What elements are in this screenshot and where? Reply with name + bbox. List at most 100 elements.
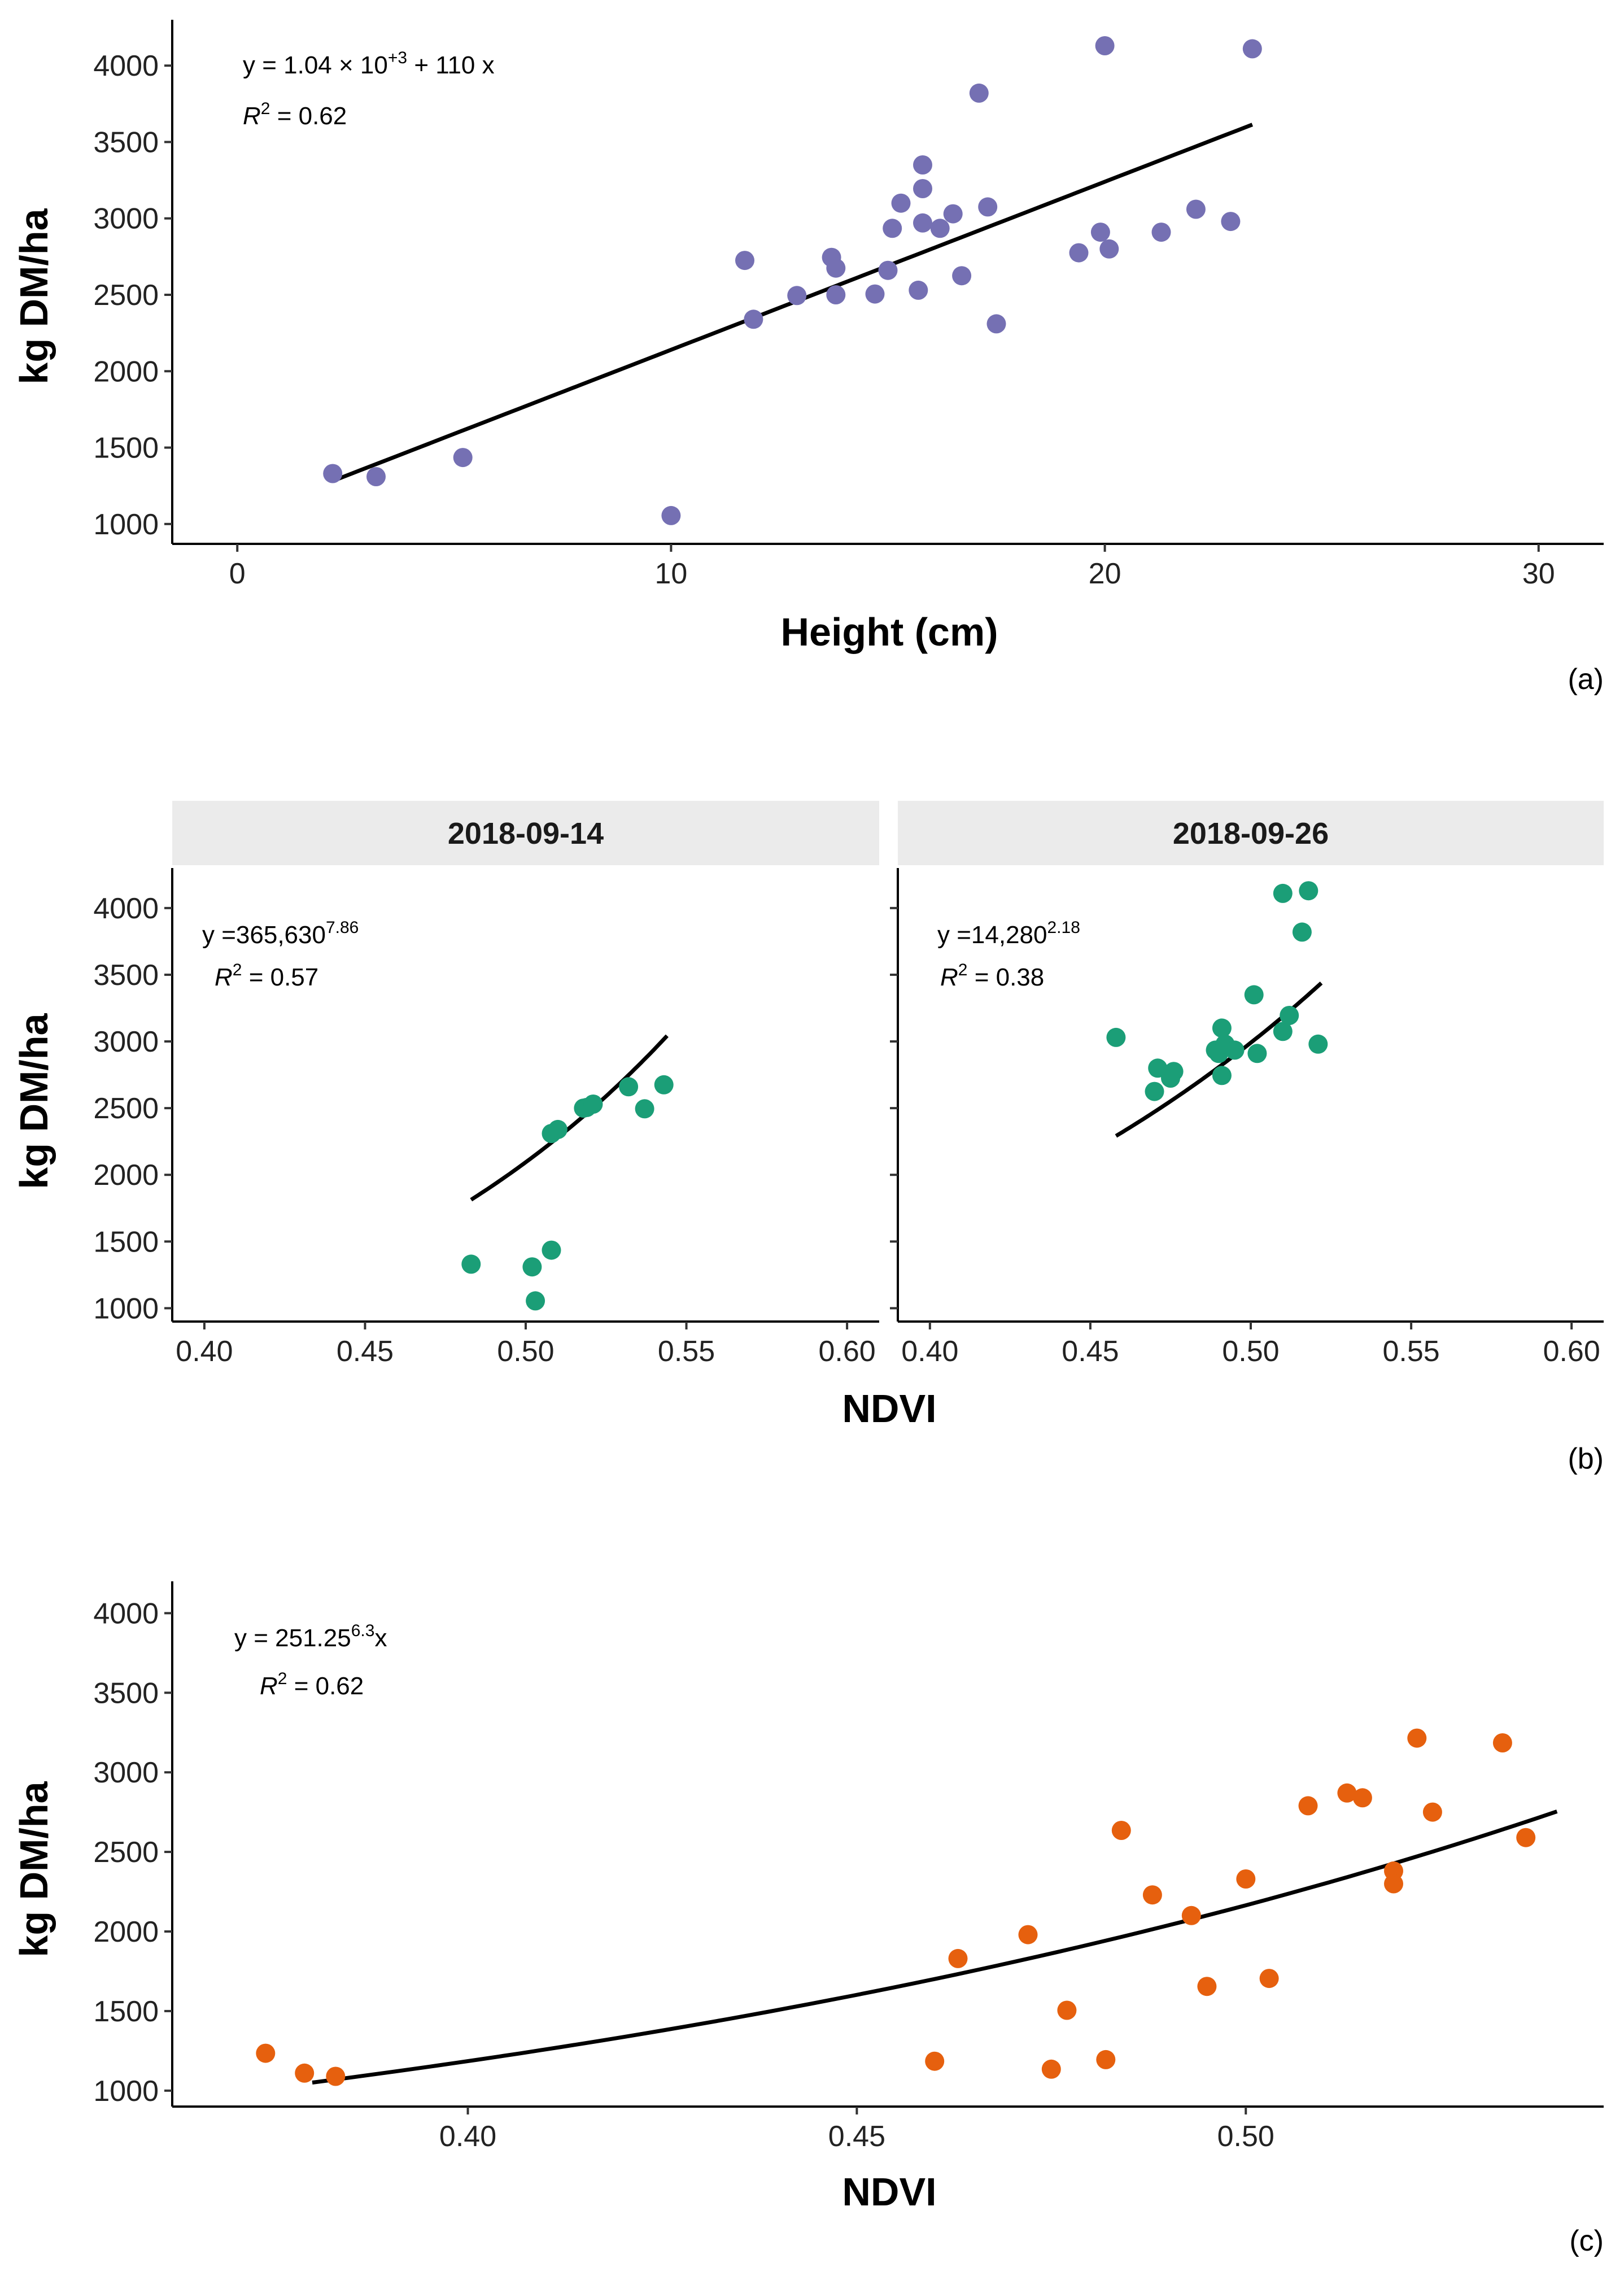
- data-point: [1352, 1788, 1372, 1808]
- panel-tag: (c): [1569, 2225, 1604, 2257]
- data-point: [1148, 1058, 1168, 1078]
- data-point: [323, 464, 343, 483]
- data-point: [1308, 1034, 1328, 1054]
- x-tick-label: 20: [1089, 557, 1121, 590]
- data-point: [1259, 1969, 1279, 1989]
- x-axis-title: NDVI: [842, 1386, 936, 1431]
- data-point: [1337, 1783, 1357, 1803]
- r2-value: = 0.62: [270, 102, 347, 130]
- facet-1-1: 2018-09-260.40 0.45 0.50 0.55 0.60y =14,2802…: [890, 801, 1604, 1368]
- r-squared: R2 = 0.57: [215, 961, 318, 991]
- x-tick-label: 0.40: [176, 1335, 233, 1368]
- data-point: [1516, 1828, 1536, 1847]
- y-tick-label: 3500: [93, 1677, 159, 1710]
- data-point: [635, 1099, 654, 1119]
- data-point: [326, 2066, 346, 2086]
- y-tick-label: 4000: [93, 1597, 159, 1630]
- data-point: [1384, 1874, 1403, 1894]
- data-point: [366, 467, 386, 486]
- data-point: [1492, 1733, 1512, 1752]
- data-point: [1181, 1906, 1201, 1925]
- data-point: [1244, 985, 1264, 1005]
- data-point: [787, 286, 807, 306]
- r2-exponent: 2: [233, 961, 242, 979]
- fit-equation: y = 1.04 × 10+3 + 110 x: [243, 49, 495, 79]
- data-point: [878, 260, 898, 280]
- y-tick-label: 1000: [93, 1292, 159, 1325]
- facet-2-0: 1000 1500 2000 2500 3000 3500 4000 0.40 0.45 0.50…: [93, 1581, 1604, 2153]
- data-point: [891, 193, 911, 213]
- data-point: [256, 2043, 276, 2063]
- data-point: [913, 179, 932, 198]
- data-point: [1041, 2059, 1061, 2079]
- fit-equation: y = 251.256.3x: [234, 1621, 387, 1652]
- data-point: [1292, 922, 1312, 942]
- data-point: [978, 197, 998, 217]
- x-tick-label: 0.55: [658, 1335, 715, 1368]
- x-tick-label: 0.60: [1543, 1335, 1600, 1368]
- fit-line: [470, 1034, 669, 1202]
- y-tick-label: 3500: [93, 126, 159, 159]
- data-point: [461, 1254, 481, 1274]
- equation-exponent: 7.86: [326, 918, 359, 937]
- y-tick-label: 2000: [93, 355, 159, 388]
- facet-1-0: 2018-09-14 1000 1500 2000 2500 3000 3500 4000 0.…: [93, 801, 879, 1368]
- r2-value: = 0.62: [287, 1672, 364, 1700]
- data-point: [1280, 1006, 1299, 1025]
- r2-symbol: R: [243, 102, 261, 130]
- data-point: [453, 448, 473, 468]
- y-tick-label: 2000: [93, 1916, 159, 1948]
- data-point: [1142, 1885, 1162, 1905]
- panel-tag: (b): [1568, 1442, 1604, 1475]
- x-tick-label: 0.45: [337, 1335, 394, 1368]
- data-point: [925, 2051, 945, 2071]
- y-tick-label: 4000: [93, 50, 159, 82]
- y-tick-label: 1000: [93, 2075, 159, 2108]
- data-point: [1273, 1022, 1293, 1041]
- data-point: [883, 219, 902, 238]
- y-axis-title: kg DM/ha: [12, 1781, 56, 1957]
- data-point: [1018, 1925, 1038, 1944]
- x-tick-label: 0.45: [1062, 1335, 1119, 1368]
- data-point: [909, 280, 928, 300]
- data-point: [1212, 1066, 1232, 1085]
- x-tick-label: 0.50: [1222, 1335, 1279, 1368]
- data-point: [661, 505, 681, 525]
- y-tick-label: 3000: [93, 1756, 159, 1789]
- data-point: [1095, 36, 1115, 55]
- data-point: [1407, 1728, 1427, 1748]
- y-tick-label: 3000: [93, 1026, 159, 1058]
- data-point: [1225, 1040, 1245, 1060]
- data-point: [969, 83, 989, 103]
- data-point: [295, 2063, 315, 2083]
- y-tick-label: 2500: [93, 1092, 159, 1125]
- panel-tag: (a): [1568, 663, 1604, 696]
- facet-strip-bg: [172, 801, 879, 865]
- x-tick-label: 0.55: [1382, 1335, 1439, 1368]
- fit-line: [312, 1810, 1558, 2085]
- data-point: [1221, 212, 1241, 232]
- data-point: [1236, 1869, 1256, 1889]
- facet-0-0: 1000 1500 2000 2500 3000 3500 4000 0 10 20 30 y = 1…: [93, 20, 1604, 590]
- data-point: [542, 1240, 561, 1260]
- equation-suffix: + 110 x: [407, 51, 495, 79]
- x-tick-label: 0.45: [828, 2120, 885, 2153]
- equation-exponent: 6.3: [351, 1621, 375, 1640]
- y-axis-title: kg DM/ha: [12, 1013, 56, 1189]
- r2-symbol: R: [215, 963, 233, 991]
- data-point: [1111, 1821, 1131, 1840]
- data-point: [1151, 223, 1171, 242]
- data-point: [913, 155, 932, 175]
- data-point: [526, 1291, 545, 1311]
- data-point: [986, 314, 1006, 334]
- x-axis-title: Height (cm): [781, 610, 998, 654]
- data-point: [1197, 1977, 1217, 1996]
- data-point: [1099, 239, 1119, 259]
- data-point: [1298, 1796, 1318, 1816]
- y-tick-label: 2500: [93, 279, 159, 312]
- data-point: [548, 1119, 567, 1139]
- data-point: [522, 1257, 542, 1277]
- equation-base: y = 251.25: [234, 1624, 351, 1652]
- r-squared: R2 = 0.62: [243, 99, 347, 130]
